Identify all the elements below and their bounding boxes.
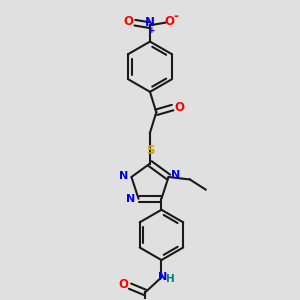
Text: H: H [166, 274, 175, 284]
Text: O: O [174, 101, 184, 114]
Text: N: N [119, 171, 128, 182]
Text: +: + [148, 26, 156, 35]
Text: N: N [126, 194, 136, 204]
Text: N: N [171, 170, 180, 180]
Text: N: N [158, 272, 168, 282]
Text: O: O [164, 15, 174, 28]
Text: S: S [146, 143, 154, 157]
Text: O: O [119, 278, 129, 291]
Text: -: - [173, 10, 178, 23]
Text: O: O [123, 15, 133, 28]
Text: N: N [145, 16, 155, 29]
